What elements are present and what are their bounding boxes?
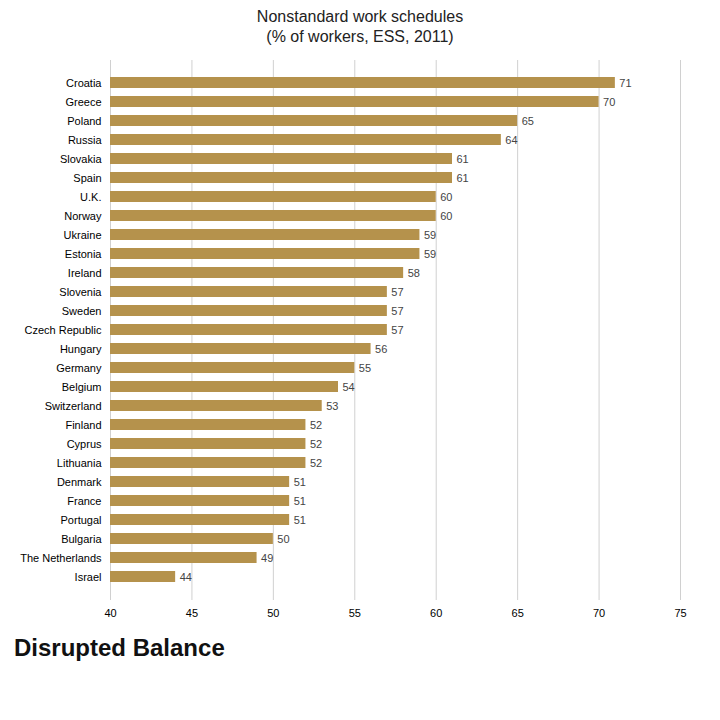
svg-text:Bulgaria: Bulgaria [61,533,102,545]
svg-text:Ukraine: Ukraine [64,229,102,241]
svg-text:57: 57 [391,305,403,317]
svg-text:52: 52 [310,419,322,431]
svg-text:Denmark: Denmark [57,476,102,488]
svg-text:40: 40 [104,607,116,619]
svg-text:Russia: Russia [68,134,103,146]
svg-text:Lithuania: Lithuania [57,457,103,469]
svg-text:U.K.: U.K. [80,191,101,203]
svg-text:Belgium: Belgium [62,381,102,393]
svg-text:61: 61 [457,172,469,184]
svg-text:59: 59 [424,248,436,260]
svg-text:Estonia: Estonia [65,248,103,260]
html-text:Disrupted Balance: Disrupted Balance [14,634,225,661]
svg-text:60: 60 [430,607,442,619]
svg-text:Hungary: Hungary [60,343,102,355]
svg-text:50: 50 [277,533,289,545]
svg-text:Finland: Finland [65,419,101,431]
svg-text:The Netherlands: The Netherlands [20,552,102,564]
svg-text:57: 57 [391,324,403,336]
svg-text:Norway: Norway [64,210,102,222]
svg-text:61: 61 [457,153,469,165]
svg-text:Switzerland: Switzerland [45,400,102,412]
svg-text:51: 51 [294,495,306,507]
svg-text:52: 52 [310,438,322,450]
svg-text:56: 56 [375,343,387,355]
svg-text:Spain: Spain [73,172,101,184]
svg-text:Czech Republic: Czech Republic [24,324,102,336]
html-text:Nonstandard work schedules: Nonstandard work schedules [256,8,464,25]
svg-text:45: 45 [186,607,198,619]
svg-text:53: 53 [326,400,338,412]
svg-text:59: 59 [424,229,436,241]
svg-text:57: 57 [391,286,403,298]
svg-text:70: 70 [593,607,605,619]
svg-text:51: 51 [294,514,306,526]
svg-text:Israel: Israel [75,571,102,583]
svg-text:Slovakia: Slovakia [60,153,102,165]
svg-text:Croatia: Croatia [66,77,102,89]
svg-text:58: 58 [408,267,420,279]
svg-text:60: 60 [440,210,452,222]
svg-text:Poland: Poland [67,115,101,127]
svg-text:65: 65 [522,115,534,127]
html-text:(% of workers, ESS, 2011): (% of workers, ESS, 2011) [266,28,454,45]
svg-text:Germany: Germany [56,362,102,374]
svg-text:52: 52 [310,457,322,469]
svg-text:Slovenia: Slovenia [59,286,102,298]
svg-text:75: 75 [674,607,686,619]
svg-text:Ireland: Ireland [68,267,102,279]
svg-text:Cyprus: Cyprus [67,438,102,450]
svg-text:55: 55 [359,362,371,374]
svg-text:49: 49 [261,552,273,564]
svg-text:51: 51 [294,476,306,488]
svg-text:44: 44 [180,571,192,583]
svg-text:Greece: Greece [65,96,101,108]
svg-text:Sweden: Sweden [62,305,102,317]
svg-text:71: 71 [619,77,631,89]
svg-text:54: 54 [343,381,355,393]
svg-text:65: 65 [512,607,524,619]
svg-text:60: 60 [440,191,452,203]
svg-text:64: 64 [505,134,517,146]
svg-text:50: 50 [267,607,279,619]
svg-text:55: 55 [349,607,361,619]
svg-text:70: 70 [603,96,615,108]
svg-text:Portugal: Portugal [61,514,102,526]
svg-text:France: France [67,495,101,507]
